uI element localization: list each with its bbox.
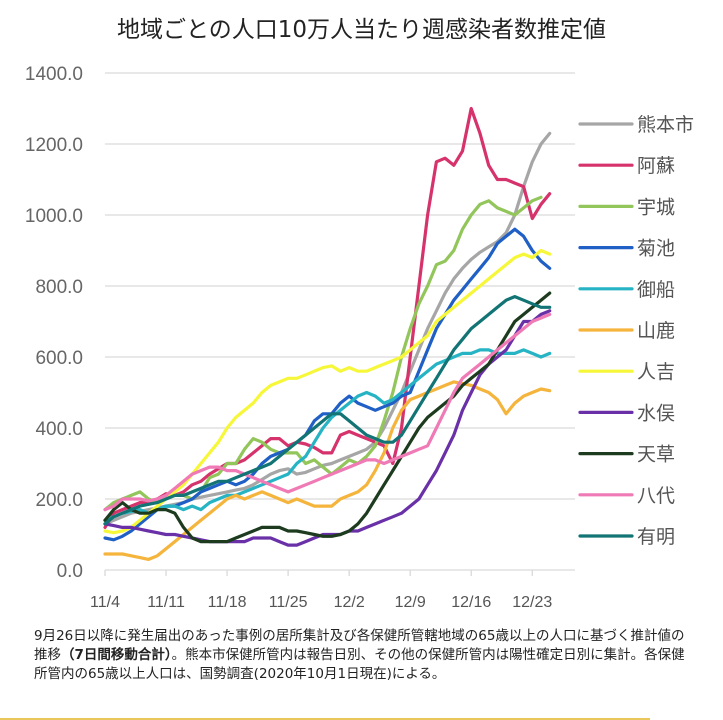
x-tick-label: 11/4: [90, 594, 120, 611]
x-tick-label: 12/23: [512, 594, 552, 611]
y-tick-label: 600.0: [35, 348, 83, 369]
footnote-bold: （7日間移動合計）: [61, 647, 172, 663]
series-line-3: [103, 227, 552, 542]
x-tick-label: 12/9: [395, 594, 426, 611]
x-axis: 11/4 11/11 11/18 11/25 12/2 12/9 12/16 12/23: [90, 569, 575, 611]
legend-label: 有明: [637, 526, 675, 548]
y-tick-label: 1400.0: [25, 64, 83, 85]
series-line-9: [103, 312, 552, 512]
x-tick-label: 11/18: [208, 594, 247, 611]
x-tick-label: 12/16: [451, 594, 491, 611]
y-tick-label: 1000.0: [25, 206, 83, 227]
legend-label: 水俣: [637, 402, 675, 424]
legend-label: 熊本市: [637, 114, 694, 136]
legend-label: 八代: [637, 485, 675, 507]
series-line-6: [103, 248, 552, 535]
footnote-text-1: 9月26日以降に発生届出のあった事例の居所集計及び各保健所管轄地域の65歳以上の…: [34, 628, 685, 663]
grid-lines: [105, 72, 575, 500]
x-tick-label: 11/11: [147, 594, 185, 611]
y-tick-label: 400.0: [35, 419, 83, 440]
series-line-7: [103, 309, 552, 547]
x-tick-label: 12/2: [334, 594, 365, 611]
footnote: 9月26日以降に発生届出のあった事例の居所集計及び各保健所管轄地域の65歳以上の…: [34, 627, 694, 684]
legend-label: 阿蘇: [637, 155, 675, 177]
y-tick-label: 0.0: [57, 561, 83, 582]
y-tick-label: 1200.0: [25, 135, 83, 156]
legend-label: 山鹿: [637, 320, 675, 342]
x-tick-label: 11/25: [269, 594, 308, 611]
line-chart: 0.0 200.0 400.0 600.0 800.0 1000.0 1200.0 1400.…: [25, 64, 694, 611]
series-line-10: [103, 295, 552, 526]
legend-label: 宇城: [637, 196, 675, 218]
footnote-text-2: 。熊本市保健所管内は報告日別、その他の保健所管内は陽性確定日別に集計。各保健所管…: [34, 647, 685, 682]
y-axis-ticks: 0.0 200.0 400.0 600.0 800.0 1000.0 1200.0 1400.…: [25, 64, 83, 582]
y-tick-label: 800.0: [35, 277, 83, 298]
bottom-rule: [0, 718, 650, 720]
legend-label: 人吉: [637, 361, 675, 383]
series-line-4: [103, 348, 552, 522]
legend-label: 天草: [637, 444, 675, 466]
series-lines: [103, 106, 552, 562]
series-line-0: [103, 131, 552, 526]
legend-label: 御船: [637, 279, 675, 301]
y-tick-label: 200.0: [35, 490, 83, 511]
series-line-1: [103, 106, 552, 530]
chart-title: 地域ごとの人口10万人当たり週感染者数推定値: [116, 17, 607, 43]
series-line-8: [103, 291, 552, 544]
legend-label: 菊池: [637, 238, 675, 260]
series-line-2: [103, 195, 543, 512]
